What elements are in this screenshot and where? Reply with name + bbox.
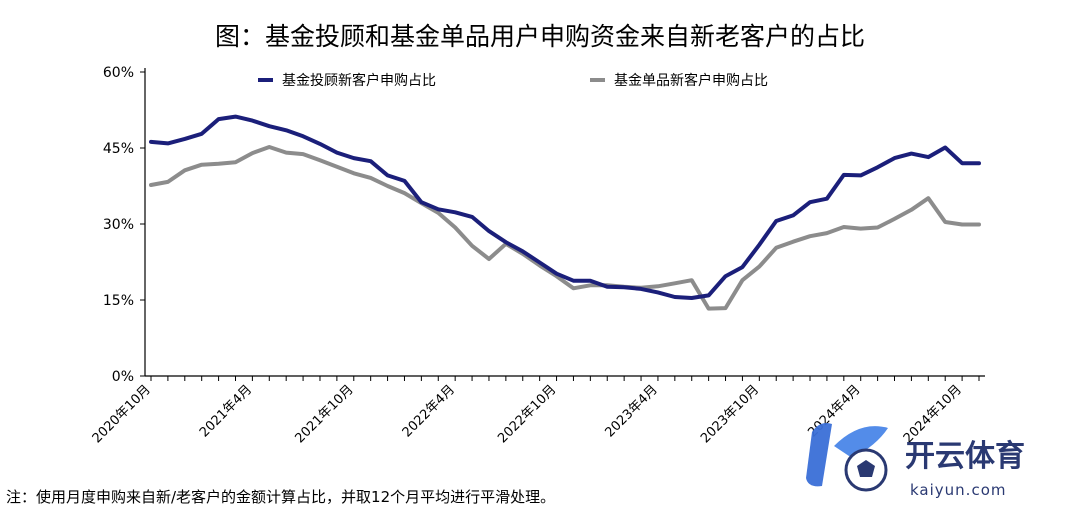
x-tick-label: 2022年10月 [495, 382, 559, 446]
y-tick-label: 60% [103, 65, 134, 81]
legend-label-single-fund: 基金单品新客户申购占比 [614, 72, 768, 89]
footnote: 注：使用月度申购来自新/老客户的金额计算占比，并取12个月平均进行平滑处理。 [6, 488, 555, 506]
watermark-logo: 开云体育 kaiyun.com [806, 423, 1025, 499]
chart-title: 图：基金投顾和基金单品用户申购资金来自新老客户的占比 [215, 22, 865, 51]
x-tick-label: 2024年10月 [901, 382, 965, 446]
x-tick-labels: 2020年10月 2021年4月 2021年10月 2022年4月 2022年10月 20… [90, 382, 965, 446]
y-tick-label: 15% [103, 293, 134, 309]
y-tick-label: 0% [112, 369, 134, 385]
y-tick-label: 45% [103, 141, 134, 157]
x-tick-label: 2021年10月 [293, 382, 357, 446]
logo-k-arm [834, 426, 888, 458]
series-line-single-fund [149, 145, 981, 311]
x-tick-label: 2023年4月 [603, 382, 661, 440]
y-tick-labels: 0% 15% 30% 45% 60% [103, 65, 145, 385]
series-lines [149, 114, 981, 311]
x-tick-label: 2022年4月 [400, 382, 458, 440]
logo-k-stroke [806, 423, 832, 487]
legend: 基金投顾新客户申购占比 基金单品新客户申购占比 [258, 72, 768, 89]
legend-label-advisory: 基金投顾新客户申购占比 [282, 72, 436, 89]
x-tick-label: 2020年10月 [90, 382, 154, 446]
watermark-url: kaiyun.com [910, 481, 1006, 499]
series-line-advisory [149, 114, 981, 300]
watermark-name: 开云体育 [905, 439, 1025, 474]
x-tick-label: 2023年10月 [698, 382, 762, 446]
x-tick-label: 2021年4月 [197, 382, 255, 440]
axes [144, 68, 985, 381]
y-tick-label: 30% [103, 217, 134, 233]
